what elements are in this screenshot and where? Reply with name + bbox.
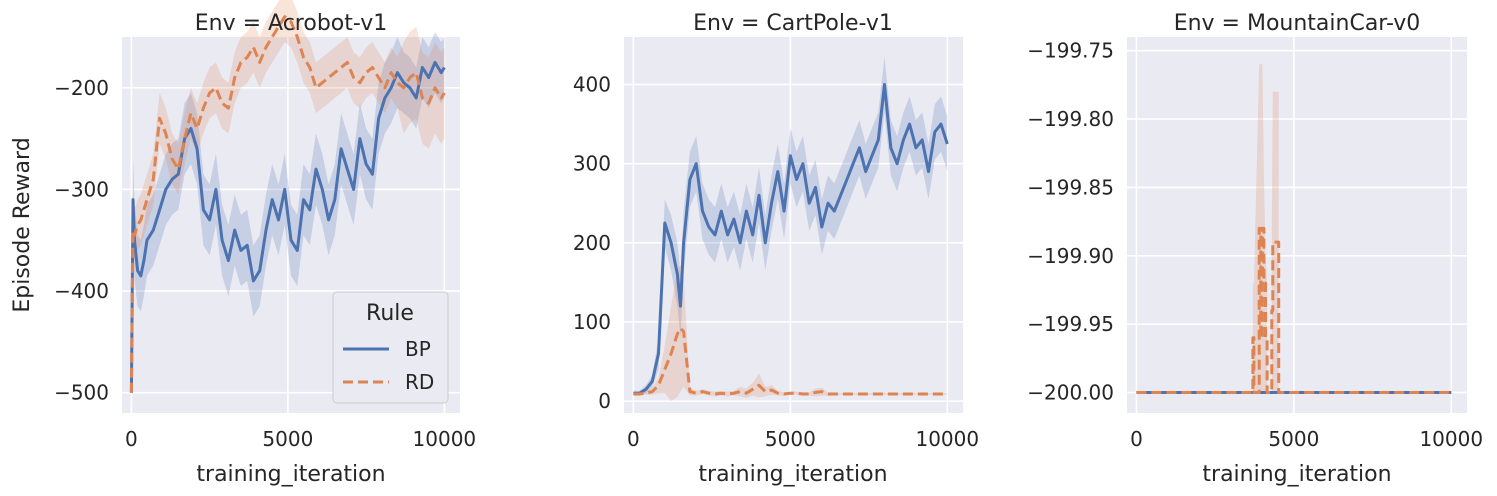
title-acrobot: Env = Acrobot-v1: [195, 11, 387, 36]
panel-acrobot: 0 5000 10000 −500 −400 −300 −200 Env = Acrobot…: [10, 0, 476, 487]
ci-band-rd: [131, 0, 445, 408]
x-tick-label: 0: [1130, 427, 1143, 451]
y-tick-label: −500: [54, 381, 109, 405]
ylabel-acrobot: Episode Reward: [10, 137, 35, 312]
y-tick-label: −199.95: [1027, 312, 1114, 336]
y-tick-label: 400: [573, 72, 611, 96]
y-tick-label: 100: [573, 310, 611, 334]
x-tick-label: 10000: [1419, 427, 1483, 451]
ci-band-rd: [633, 265, 948, 402]
y-tick-label: −400: [54, 279, 109, 303]
title-mountaincar: Env = MountainCar-v0: [1174, 11, 1421, 36]
x-tick-label: 10000: [915, 427, 979, 451]
panel-cartpole: 0 5000 10000 0 100 200 300 400 Env = CartPole-v…: [573, 11, 979, 487]
xlabel-mountaincar: training_iteration: [1202, 462, 1391, 487]
legend-label-bp: BP: [405, 337, 431, 361]
title-cartpole: Env = CartPole-v1: [693, 11, 893, 36]
y-tick-label: 200: [573, 231, 611, 255]
y-tick-label: −200.00: [1027, 380, 1114, 404]
y-tick-label: −200: [54, 76, 109, 100]
legend-label-rd: RD: [405, 370, 434, 394]
series-line-rd: [633, 326, 948, 396]
x-tick-label: 5000: [765, 427, 816, 451]
panel-mountaincar: 0 5000 10000 −200.00 −199.95 −199.90 −199.85 −1…: [1027, 11, 1483, 487]
y-tick-label: 0: [598, 389, 611, 413]
y-tick-label: −199.75: [1027, 39, 1114, 63]
legend-box: [332, 291, 449, 404]
y-tick-label: −199.85: [1027, 175, 1114, 199]
xlabel-cartpole: training_iteration: [698, 462, 887, 487]
legend-title: Rule: [366, 301, 414, 326]
y-tick-label: −199.80: [1027, 107, 1114, 131]
plot-area-mountaincar: [1127, 37, 1467, 413]
plot-area-cartpole: [624, 37, 963, 413]
series-line-rd: [1136, 226, 1452, 394]
ci-band-bp: [633, 56, 948, 396]
x-tick-label: 5000: [262, 427, 313, 451]
y-tick-label: −300: [54, 177, 109, 201]
x-tick-label: 5000: [1268, 427, 1319, 451]
y-tick-label: −199.90: [1027, 244, 1114, 268]
legend: Rule BP RD: [332, 291, 449, 404]
x-tick-label: 0: [125, 427, 138, 451]
x-tick-label: 0: [627, 427, 640, 451]
series-line-bp: [129, 60, 446, 393]
x-tick-label: 10000: [413, 427, 477, 451]
series-line-rd: [129, 15, 446, 393]
xlabel-acrobot: training_iteration: [196, 462, 385, 487]
y-tick-label: 300: [573, 152, 611, 176]
series-line-bp: [633, 83, 949, 395]
